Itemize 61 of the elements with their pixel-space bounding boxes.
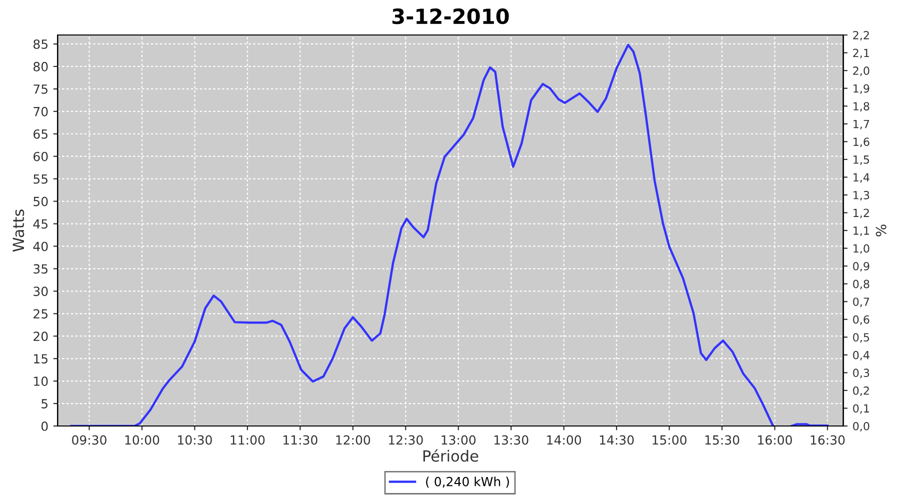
y2-tick-label: 1,3 <box>854 190 870 200</box>
x-tick-label: 13:30 <box>494 435 528 445</box>
y2-tick-label: 0,5 <box>853 333 870 343</box>
y2-tick-label: 0,4 <box>853 350 870 360</box>
y-tick-label: 80 <box>34 62 48 72</box>
y2-tick-label: 0,6 <box>853 315 870 325</box>
x-tick-label: 15:30 <box>705 435 740 445</box>
y2-tick-label: 1,7 <box>854 120 870 130</box>
x-tick-label: 15:00 <box>652 435 686 445</box>
y-tick-label: 45 <box>33 219 48 229</box>
y2-tick-label: 0,2 <box>853 386 869 396</box>
legend-label: ( 0,240 kWh ) <box>426 476 509 488</box>
x-tick-label: 10:00 <box>125 435 160 445</box>
y2-tick-label: 0,7 <box>853 298 870 308</box>
y-tick-label: 35 <box>34 264 48 274</box>
y2-tick-label: 1,1 <box>854 226 869 236</box>
y2-tick-label: 2,2 <box>853 30 869 41</box>
y2-tick-label: 0,1 <box>853 404 869 414</box>
y2-tick-label: 1,0 <box>854 244 870 254</box>
y-tick-label: 25 <box>34 309 48 319</box>
x-tick-label: 16:00 <box>758 435 792 445</box>
y2-tick-label: 0,3 <box>853 368 870 378</box>
y2-tick-label: 0,0 <box>853 422 870 432</box>
y-tick-label: 15 <box>34 354 48 364</box>
y-tick-label: 30 <box>34 286 48 296</box>
y2-tick-label: 1,4 <box>854 173 870 183</box>
x-tick-label: 11:30 <box>284 435 318 445</box>
y2-tick-label: 2,0 <box>853 66 870 76</box>
y2-tick-label: 1,6 <box>854 138 870 148</box>
y2-tick-label: 1,2 <box>854 208 869 218</box>
y2-tick-label: 1,5 <box>854 156 870 165</box>
y-tick-label: 5 <box>42 399 48 408</box>
y-axis-title: Watts <box>12 210 24 252</box>
y-tick-label: 85 <box>34 39 48 49</box>
x-tick-label: 12:30 <box>388 435 423 445</box>
x-tick-label: 10:30 <box>178 435 212 445</box>
y-tick-label: 75 <box>34 84 48 94</box>
y2-tick-label: 2,1 <box>853 48 869 58</box>
y2-tick-label: 0,8 <box>853 280 870 290</box>
x-tick-label: 12:00 <box>336 435 370 445</box>
x-tick-label: 09:30 <box>72 435 106 445</box>
y-tick-label: 60 <box>34 152 48 162</box>
y2-tick-label: 1,9 <box>854 84 870 94</box>
chart-title: 3-12-2010 <box>392 8 509 24</box>
y-tick-label: 50 <box>34 196 48 206</box>
y-tick-label: 65 <box>34 129 48 139</box>
x-tick-label: 11:00 <box>230 435 265 445</box>
y-tick-label: 55 <box>34 174 48 184</box>
x-axis-title: Période <box>423 449 478 462</box>
y2-axis-title: % <box>876 224 886 236</box>
x-tick-label: 14:00 <box>547 435 582 445</box>
x-tick-label: 16:30 <box>810 435 845 445</box>
y-tick-label: 20 <box>34 332 48 342</box>
y-tick-label: 10 <box>34 376 48 386</box>
y-tick-label: 0 <box>41 421 48 431</box>
y2-tick-label: 1,8 <box>854 102 870 112</box>
x-tick-label: 14:30 <box>600 435 634 445</box>
y-tick-label: 70 <box>34 106 48 116</box>
x-tick-label: 13:00 <box>442 435 476 445</box>
y-tick-label: 40 <box>33 242 48 252</box>
y2-tick-label: 0,9 <box>853 262 870 272</box>
